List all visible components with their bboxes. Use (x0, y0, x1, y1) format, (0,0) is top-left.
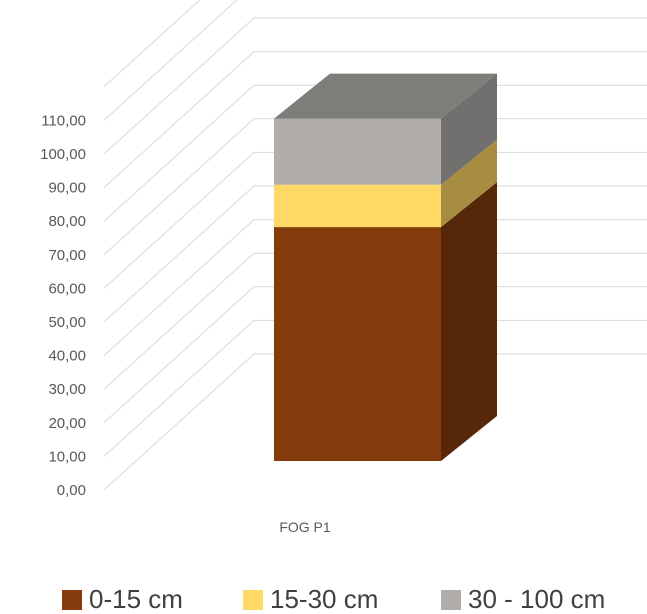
legend-label: 0-15 cm (89, 584, 183, 614)
legend-swatch (441, 590, 461, 610)
y-tick-label: 30,00 (48, 381, 86, 398)
bar-front-face (274, 118, 441, 185)
bar-side-face (441, 139, 497, 228)
gridline (103, 17, 647, 155)
bar-segment-15-30cm (274, 139, 497, 228)
y-tick-label: 80,00 (48, 213, 86, 230)
y-tick-label: 10,00 (48, 448, 86, 465)
bar-segment-30-100cm (274, 73, 497, 185)
bar-side-face (441, 73, 497, 185)
gridline (103, 84, 647, 222)
bar-stack (274, 73, 497, 461)
bar-top-face (274, 73, 497, 119)
gridline (103, 219, 647, 356)
gridline (103, 319, 647, 457)
gridline (103, 151, 647, 289)
legend-swatch (243, 590, 263, 610)
y-tick-label: 70,00 (48, 247, 86, 264)
gridline (103, 353, 647, 491)
gridline (103, 185, 647, 323)
y-tick-label: 90,00 (48, 180, 86, 197)
y-tick-label: 60,00 (48, 280, 86, 297)
legend-item: 0-15 cm (62, 584, 183, 614)
y-tick-label: 50,00 (48, 314, 86, 331)
bar-segment-0-15cm (274, 182, 497, 461)
y-axis-ticks: 0,00 10,00 20,00 30,00 40,00 50,00 60,00 70,00 8… (40, 112, 86, 499)
y-tick-label: 110,00 (41, 112, 86, 129)
gridline (103, 0, 238, 121)
gridline (103, 252, 647, 390)
x-category-label: FOG P1 (279, 519, 331, 535)
legend-swatch (62, 590, 82, 610)
y-tick-label: 40,00 (48, 348, 86, 365)
gridline (103, 286, 647, 424)
legend-item: 30 - 100 cm (441, 584, 605, 614)
legend: 0-15 cm 15-30 cm 30 - 100 cm (62, 584, 605, 614)
y-tick-label: 100,00 (40, 146, 86, 163)
gridline (103, 51, 647, 188)
gridline (103, 118, 647, 256)
legend-label: 15-30 cm (270, 584, 378, 614)
legend-label: 30 - 100 cm (468, 584, 605, 614)
gridlines (103, 0, 647, 491)
legend-item: 15-30 cm (243, 584, 378, 614)
bar-front-face (274, 227, 441, 461)
x-axis-categories: FOG P1 (279, 519, 331, 535)
gridline (103, 0, 201, 88)
bar-front-face (274, 184, 441, 228)
y-tick-label: 0,00 (57, 482, 86, 499)
bar-side-face (441, 182, 497, 461)
y-tick-label: 20,00 (48, 415, 86, 432)
